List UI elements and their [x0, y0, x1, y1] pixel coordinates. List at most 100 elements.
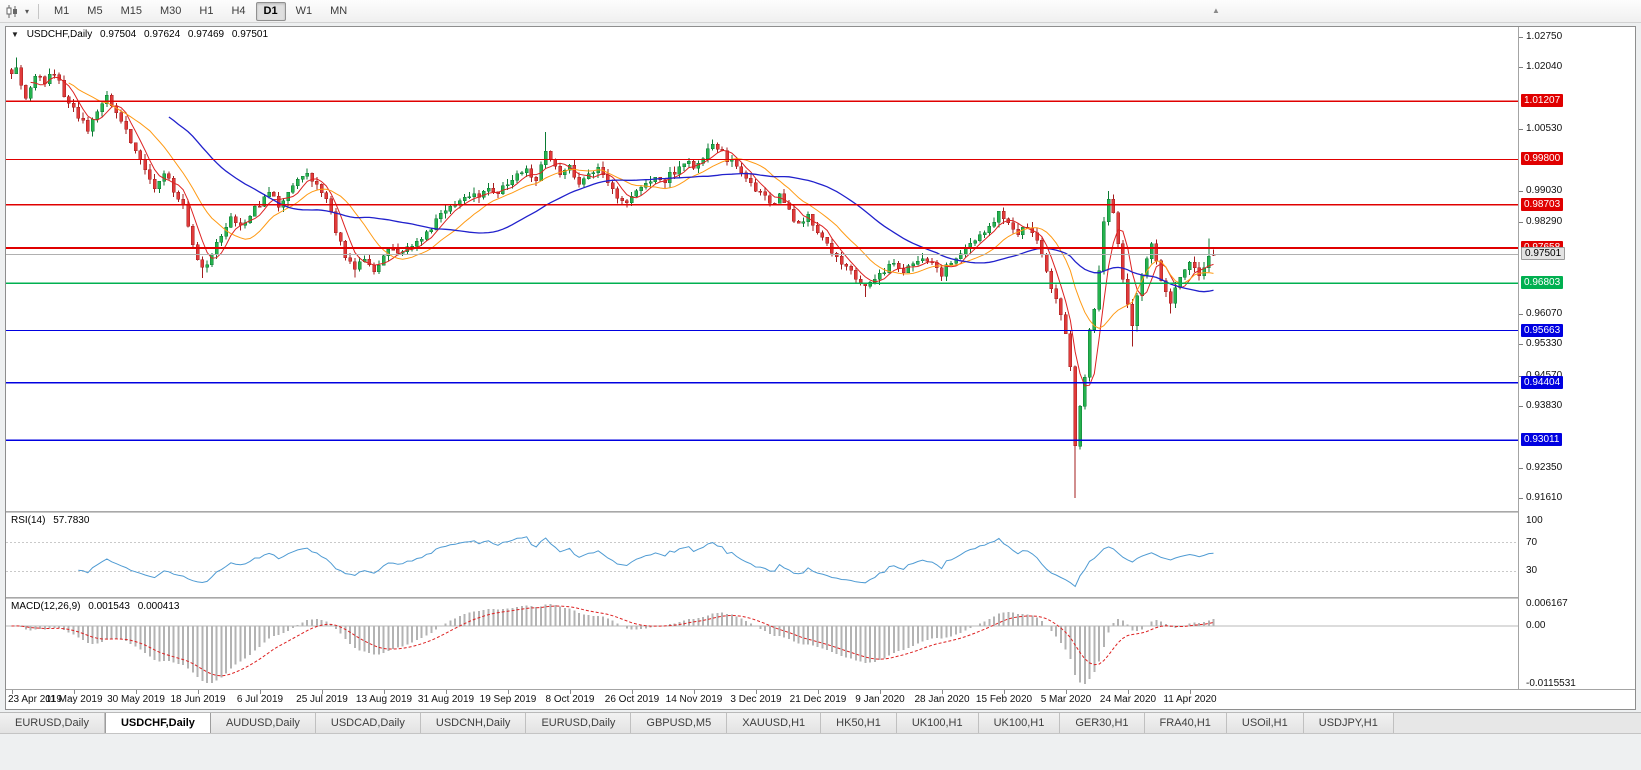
chart-tab-USDJPY-H1[interactable]: USDJPY,H1 — [1303, 713, 1394, 733]
chart-tab-bar: EURUSD,Daily USDCHF,Daily AUDUSD,Daily USDC… — [0, 712, 1641, 734]
time-tick — [632, 690, 633, 694]
timeframe-toolbar: ▾ M1 M5 M15 M30 H1 H4 D1 W1 MN ▲ — [0, 0, 1641, 23]
price-tick — [1519, 468, 1523, 469]
date-label: 23 Apr 2019 — [8, 694, 62, 705]
price-badge-0.94404: 0.94404 — [1521, 375, 1564, 389]
price-scale[interactable]: 1.02750 1.02040 1.00530 0.99030 0.98290 0.960… — [1519, 27, 1635, 689]
date-label: 28 Jan 2020 — [914, 694, 970, 705]
rsi-axis-label: 30 — [1526, 565, 1538, 577]
time-scale[interactable]: 23 Apr 2019 11 May 2019 30 May 2019 18 Jun … — [6, 690, 1518, 709]
rsi-axis-label: 70 — [1526, 536, 1538, 548]
time-tick — [198, 690, 199, 694]
time-tick — [508, 690, 509, 694]
time-tick — [446, 690, 447, 694]
timeframe-button-D1[interactable]: D1 — [255, 1, 286, 21]
price-tick — [1519, 191, 1523, 192]
rsi-pane[interactable] — [6, 513, 1518, 597]
main-chart-pane[interactable] — [6, 27, 1518, 511]
date-label: 13 Aug 2019 — [355, 694, 413, 705]
chart-tab-GER30-H1[interactable]: GER30,H1 — [1060, 713, 1145, 733]
price-tick-label: 0.99030 — [1526, 185, 1563, 197]
chart-tab-USDCNH-Daily[interactable]: USDCNH,Daily — [420, 713, 527, 733]
pane-splitter[interactable] — [6, 597, 1635, 599]
timeframe-button-H1[interactable]: H1 — [199, 4, 214, 17]
chart-tab-FRA40-H1[interactable]: FRA40,H1 — [1144, 713, 1227, 733]
macd-signal-line — [11, 605, 1214, 677]
chart-tab-GBPUSD-M5[interactable]: GBPUSD,M5 — [631, 713, 728, 733]
macd-axis-zero: 0.00 — [1526, 620, 1546, 632]
timeframe-button-M30[interactable]: M30 — [159, 4, 182, 17]
rsi-value: 57.7830 — [53, 515, 90, 526]
symbol-title: USDCHF,Daily — [26, 29, 93, 40]
date-label: 14 Nov 2019 — [665, 694, 723, 705]
time-tick — [260, 690, 261, 694]
ohlc-open: 0.97504 — [100, 29, 137, 40]
chart-tab-AUDUSD-Daily[interactable]: AUDUSD,Daily — [210, 713, 316, 733]
chart-tab-XAUUSD-H1[interactable]: XAUUSD,H1 — [727, 713, 822, 733]
price-tick — [1519, 37, 1523, 38]
time-tick — [880, 690, 881, 694]
date-label: 25 Jul 2019 — [296, 694, 348, 705]
scroll-up-icon[interactable]: ▲ — [1212, 6, 1220, 15]
chart-tab-EURUSD-Daily[interactable]: EURUSD,Daily — [0, 713, 105, 733]
chart-tab-USDCHF-Daily[interactable]: USDCHF,Daily — [104, 713, 211, 733]
chart-type-dropdown-icon[interactable]: ▾ — [25, 6, 30, 16]
chart-tab-HK50-H1[interactable]: HK50,H1 — [821, 713, 897, 733]
date-label: 5 Mar 2020 — [1040, 694, 1092, 705]
chart-tab-UK100-H1[interactable]: UK100,H1 — [978, 713, 1061, 733]
price-tick — [1519, 344, 1523, 345]
chart-tab-UK100-H1[interactable]: UK100,H1 — [896, 713, 979, 733]
time-tick — [1128, 690, 1129, 694]
price-tick-label: 1.02040 — [1526, 60, 1563, 72]
price-tick — [1519, 129, 1523, 130]
price-tick — [1519, 498, 1523, 499]
time-tick — [942, 690, 943, 694]
ma-mid-line — [68, 82, 1214, 329]
ma-fast-line — [30, 76, 1214, 387]
macd-pane[interactable] — [6, 599, 1518, 689]
timeframe-button-M1[interactable]: M1 — [54, 4, 70, 17]
chart-tab-USDCAD-Daily[interactable]: USDCAD,Daily — [315, 713, 421, 733]
time-tick — [818, 690, 819, 694]
timeframe-button-M15[interactable]: M15 — [120, 4, 142, 17]
symbol-dropdown-icon[interactable]: ▼ — [11, 30, 19, 39]
price-badge-0.97501: 0.97501 — [1521, 247, 1566, 261]
chart-window[interactable]: ▼ USDCHF,Daily 0.97504 0.97624 0.97469 0… — [5, 26, 1636, 710]
rsi-line — [78, 536, 1214, 588]
date-label: 11 May 2019 — [45, 694, 103, 705]
time-tick — [74, 690, 75, 694]
price-badge-0.95663: 0.95663 — [1521, 323, 1564, 337]
macd-value-main: 0.001543 — [88, 601, 130, 612]
timeframe-button-M5[interactable]: M5 — [87, 4, 103, 17]
date-label: 3 Dec 2019 — [730, 694, 782, 705]
pane-splitter[interactable] — [6, 511, 1635, 513]
date-label: 19 Sep 2019 — [479, 694, 537, 705]
candlesticks — [9, 57, 1216, 499]
price-tick-label: 0.98290 — [1526, 215, 1563, 227]
price-badge-0.96803: 0.96803 — [1521, 276, 1564, 290]
timeframe-buttons: M1 M5 M15 M30 H1 H4 D1 W1 MN — [45, 1, 356, 21]
time-tick — [136, 690, 137, 694]
date-label: 26 Oct 2019 — [604, 694, 660, 705]
date-label: 18 Jun 2019 — [170, 694, 226, 705]
price-badge-0.93011: 0.93011 — [1521, 433, 1563, 447]
macd-axis-bottom: -0.0115531 — [1526, 678, 1576, 689]
chart-tab-USOil-H1[interactable]: USOil,H1 — [1226, 713, 1304, 733]
date-label: 9 Jan 2020 — [855, 694, 905, 705]
price-badge-1.01207: 1.01207 — [1521, 94, 1564, 108]
chart-tab-EURUSD-Daily[interactable]: EURUSD,Daily — [526, 713, 632, 733]
chart-type-icon[interactable] — [5, 4, 20, 19]
price-badge-0.99800: 0.99800 — [1521, 152, 1564, 166]
time-tick — [694, 690, 695, 694]
timeframe-button-H4[interactable]: H4 — [231, 4, 246, 17]
price-tick — [1519, 67, 1523, 68]
time-tick — [1004, 690, 1005, 694]
time-tick — [570, 690, 571, 694]
time-tick — [384, 690, 385, 694]
timeframe-button-W1[interactable]: W1 — [295, 4, 313, 17]
time-tick — [1066, 690, 1067, 694]
time-scale-separator — [6, 689, 1635, 690]
ohlc-low: 0.97469 — [187, 29, 225, 40]
timeframe-button-MN[interactable]: MN — [330, 4, 348, 17]
time-tick — [1190, 690, 1191, 694]
